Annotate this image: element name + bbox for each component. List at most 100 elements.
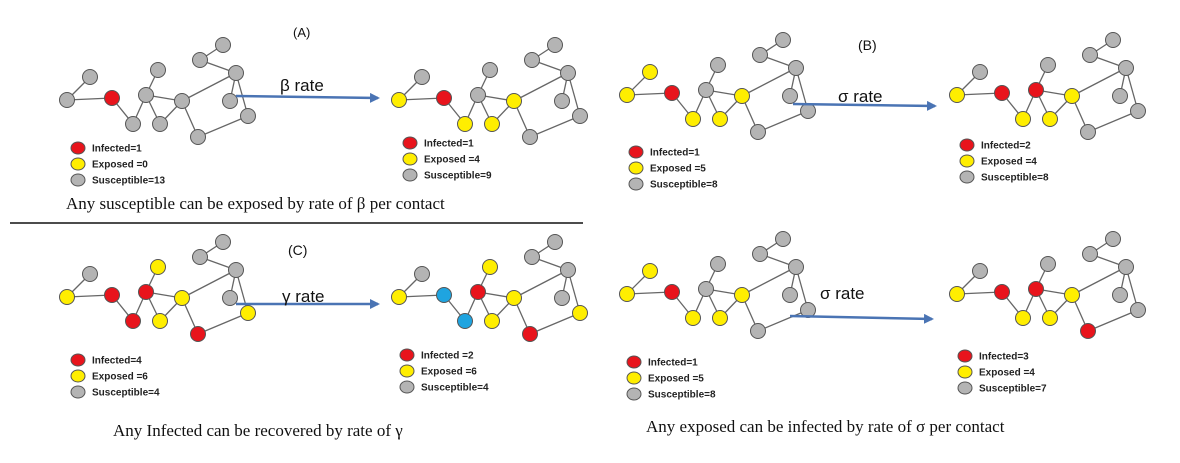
node-exposed [734, 287, 750, 303]
node-susceptible [547, 37, 563, 53]
node-infected [125, 313, 141, 329]
legend-label-infected: Infected=1 [92, 144, 142, 155]
node-susceptible [192, 52, 208, 68]
legend-label-exposed: Exposed =6 [92, 372, 148, 383]
node-susceptible [125, 116, 141, 132]
node-susceptible [775, 32, 791, 48]
node-susceptible [1082, 47, 1098, 63]
node-exposed [1042, 111, 1058, 127]
node-exposed [949, 87, 965, 103]
node-susceptible [972, 64, 988, 80]
node-susceptible [1040, 57, 1056, 73]
node-susceptible [222, 290, 238, 306]
node-susceptible [547, 234, 563, 250]
panel-b-rate-label: σ rate [838, 87, 883, 106]
panel-a-after-legend: Infected=1 Exposed =4 Susceptible=9 [402, 136, 492, 182]
legend-label-infected: Infected=1 [648, 358, 698, 369]
network-edge [197, 115, 249, 138]
node-susceptible [228, 262, 244, 278]
legend-swatch-susceptible [70, 385, 86, 399]
node-infected [994, 85, 1010, 101]
panel-d-after-network [949, 231, 1146, 339]
node-infected [664, 85, 680, 101]
node-susceptible [560, 65, 576, 81]
node-susceptible [1105, 32, 1121, 48]
node-exposed [240, 305, 256, 321]
legend-swatch-infected [402, 136, 418, 150]
legend-swatch-exposed [70, 157, 86, 171]
network-edge [1071, 266, 1127, 296]
legend-label-susceptible: Susceptible=8 [650, 180, 718, 191]
node-exposed [484, 313, 500, 329]
legend-label-exposed: Exposed =5 [648, 374, 704, 385]
panel-d-before-legend: Infected=1 Exposed =5 Susceptible=8 [626, 355, 716, 401]
legend-label-susceptible: Susceptible=7 [979, 384, 1047, 395]
node-susceptible [554, 290, 570, 306]
node-susceptible [775, 231, 791, 247]
node-infected [104, 287, 120, 303]
node-infected [1080, 323, 1096, 339]
legend-swatch-infected [70, 353, 86, 367]
node-susceptible [554, 93, 570, 109]
panel-a-rate-label: β rate [280, 76, 324, 95]
node-susceptible [1118, 60, 1134, 76]
network-edge [1087, 110, 1139, 133]
panel-a-label: (A) [293, 25, 310, 40]
panel-b-before-network [619, 32, 816, 140]
node-susceptible [222, 93, 238, 109]
panel-b-arrow [792, 100, 937, 111]
network-edge [757, 110, 809, 133]
node-susceptible [1080, 124, 1096, 140]
node-susceptible [698, 82, 714, 98]
legend-label-exposed: Exposed =6 [421, 367, 477, 378]
panel-b-after-network [949, 32, 1146, 140]
panel-b-before-legend: Infected=1 Exposed =5 Susceptible=8 [628, 145, 718, 191]
node-exposed [391, 92, 407, 108]
panel-d-rate-label: σ rate [820, 284, 865, 303]
legend-swatch-susceptible [628, 177, 644, 191]
node-recovered [436, 287, 452, 303]
legend-label-exposed: Exposed =0 [92, 160, 148, 171]
node-exposed [949, 286, 965, 302]
legend-label-exposed: Exposed =4 [981, 157, 1037, 168]
legend-label-infected: Infected=2 [981, 141, 1031, 152]
panel-a-before-network [59, 37, 256, 145]
node-exposed [484, 116, 500, 132]
panel-c-before-legend: Infected=4 Exposed =6 Susceptible=4 [70, 353, 160, 399]
node-exposed [619, 87, 635, 103]
panel-c-before-network [59, 234, 256, 342]
node-susceptible [752, 47, 768, 63]
node-exposed [59, 289, 75, 305]
node-exposed [572, 305, 588, 321]
node-susceptible [152, 116, 168, 132]
legend-label-exposed: Exposed =4 [979, 368, 1035, 379]
node-susceptible [150, 62, 166, 78]
node-exposed [457, 116, 473, 132]
legend-swatch-exposed [626, 371, 642, 385]
node-exposed [506, 93, 522, 109]
legend-swatch-exposed [399, 364, 415, 378]
network-edge [181, 269, 237, 299]
node-susceptible [470, 87, 486, 103]
node-infected [190, 326, 206, 342]
network-edge [1071, 67, 1127, 97]
node-susceptible [1112, 88, 1128, 104]
node-susceptible [782, 287, 798, 303]
legend-swatch-susceptible [626, 387, 642, 401]
node-exposed [150, 259, 166, 275]
node-susceptible [1040, 256, 1056, 272]
panel-c-rate-label: γ rate [282, 287, 325, 306]
node-exposed [174, 290, 190, 306]
node-exposed [506, 290, 522, 306]
panel-d-after-legend: Infected=3 Exposed =4 Susceptible=7 [957, 349, 1047, 395]
node-infected [104, 90, 120, 106]
network-edge [181, 72, 237, 102]
node-exposed [619, 286, 635, 302]
panel-b-label: (B) [858, 37, 877, 53]
node-exposed [712, 111, 728, 127]
node-infected [1028, 82, 1044, 98]
node-susceptible [572, 108, 588, 124]
network-edge [757, 309, 809, 332]
legend-label-susceptible: Susceptible=8 [981, 173, 1049, 184]
legend-swatch-infected [628, 145, 644, 159]
